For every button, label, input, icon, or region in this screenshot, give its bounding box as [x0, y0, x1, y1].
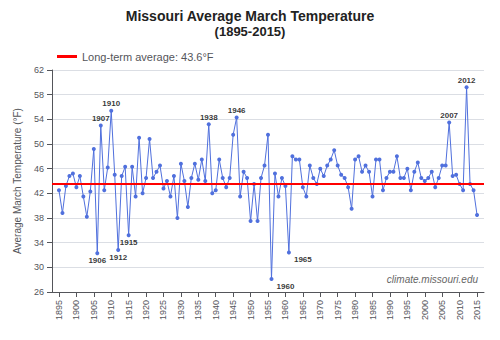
svg-text:50: 50 — [34, 139, 44, 149]
svg-text:Missouri Average March Tempera: Missouri Average March Temperature — [126, 8, 375, 24]
svg-text:2005: 2005 — [437, 300, 447, 320]
svg-text:1920: 1920 — [141, 300, 151, 320]
svg-text:1990: 1990 — [385, 300, 395, 320]
svg-text:1960: 1960 — [277, 282, 295, 291]
svg-text:1930: 1930 — [176, 300, 186, 320]
svg-text:1935: 1935 — [193, 300, 203, 320]
svg-text:38: 38 — [34, 213, 44, 223]
svg-text:1905: 1905 — [89, 300, 99, 320]
svg-text:42: 42 — [34, 188, 44, 198]
svg-text:34: 34 — [34, 238, 44, 248]
svg-text:1995: 1995 — [402, 300, 412, 320]
svg-text:climate.missouri.edu: climate.missouri.edu — [387, 274, 479, 285]
svg-text:1915: 1915 — [124, 300, 134, 320]
svg-text:(1895-2015): (1895-2015) — [215, 24, 286, 39]
svg-text:1895: 1895 — [54, 300, 64, 320]
svg-text:1938: 1938 — [200, 113, 218, 122]
svg-text:1965: 1965 — [294, 255, 312, 264]
svg-text:1960: 1960 — [280, 300, 290, 320]
svg-text:46: 46 — [34, 164, 44, 174]
svg-text:2010: 2010 — [455, 300, 465, 320]
svg-text:2007: 2007 — [440, 111, 458, 120]
svg-text:2012: 2012 — [458, 76, 476, 85]
svg-text:2015: 2015 — [472, 300, 482, 320]
svg-text:1970: 1970 — [315, 300, 325, 320]
svg-text:1945: 1945 — [228, 300, 238, 320]
svg-text:1940: 1940 — [211, 300, 221, 320]
svg-text:62: 62 — [34, 65, 44, 75]
svg-text:1965: 1965 — [298, 300, 308, 320]
svg-text:1912: 1912 — [109, 253, 127, 262]
svg-text:Long-term average: 43.6°F: Long-term average: 43.6°F — [82, 51, 214, 63]
svg-text:1910: 1910 — [106, 300, 116, 320]
svg-text:26: 26 — [34, 287, 44, 297]
svg-text:1975: 1975 — [333, 300, 343, 320]
svg-text:1985: 1985 — [368, 300, 378, 320]
svg-text:1906: 1906 — [88, 256, 106, 265]
svg-text:1907: 1907 — [92, 114, 110, 123]
svg-text:1950: 1950 — [246, 300, 256, 320]
svg-text:54: 54 — [34, 114, 44, 124]
svg-text:2000: 2000 — [420, 300, 430, 320]
svg-text:1980: 1980 — [350, 300, 360, 320]
svg-text:1925: 1925 — [158, 300, 168, 320]
svg-text:58: 58 — [34, 90, 44, 100]
svg-text:30: 30 — [34, 262, 44, 272]
svg-text:1910: 1910 — [102, 99, 120, 108]
svg-text:1946: 1946 — [228, 106, 246, 115]
svg-text:1915: 1915 — [120, 238, 138, 247]
svg-text:Average March Temperature (°F): Average March Temperature (°F) — [12, 108, 23, 254]
svg-text:1900: 1900 — [71, 300, 81, 320]
svg-text:1955: 1955 — [263, 300, 273, 320]
